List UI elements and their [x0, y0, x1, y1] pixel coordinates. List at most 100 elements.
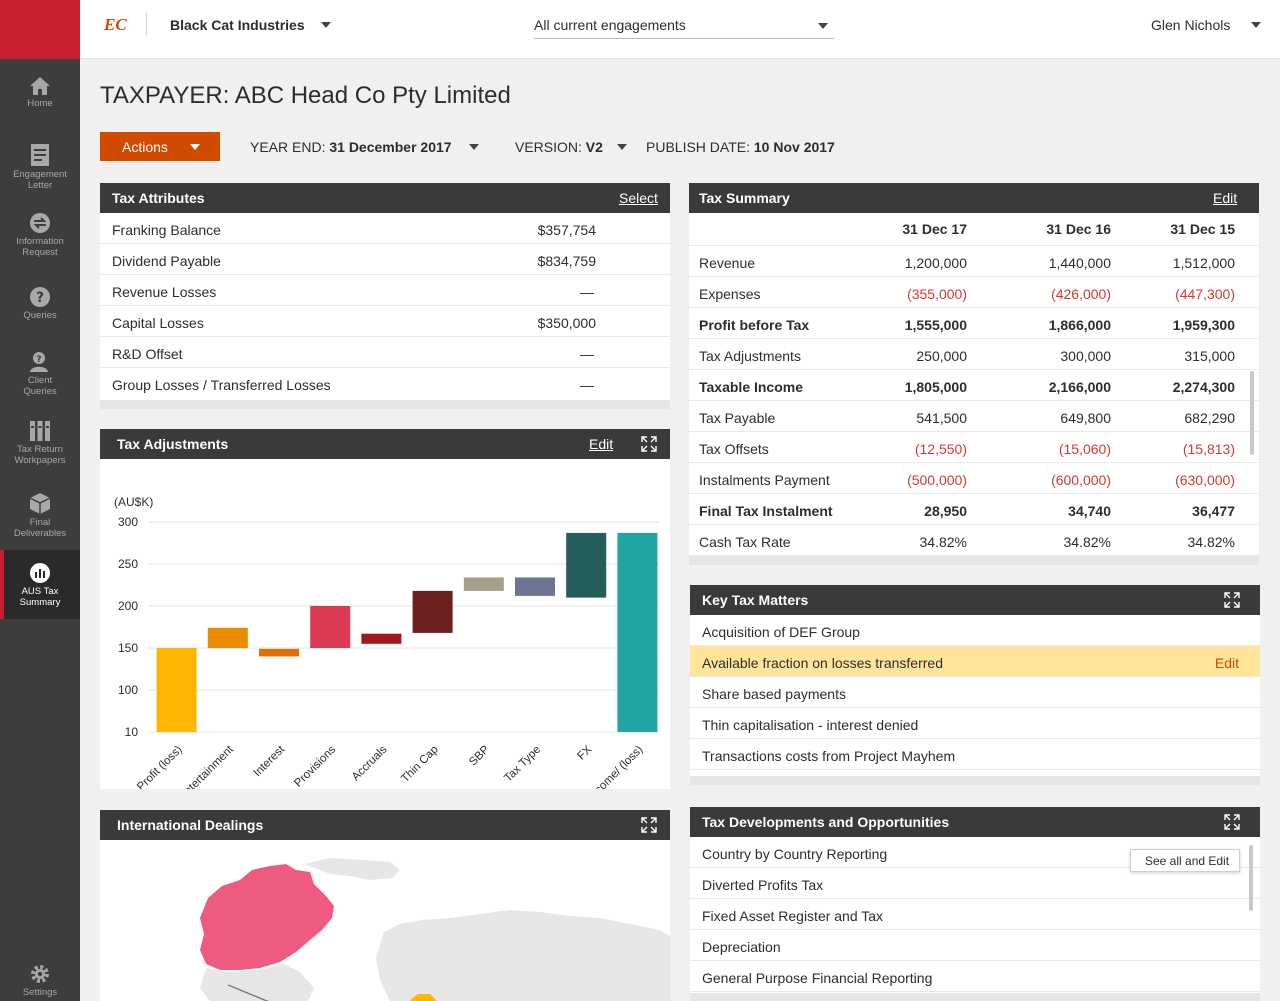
sidebar-item-label-2: Summary	[19, 596, 61, 608]
chart-bar[interactable]	[259, 648, 299, 657]
edit-link[interactable]: Edit	[1213, 190, 1238, 206]
cell-value: 1,866,000	[1048, 317, 1111, 333]
list-item[interactable]: Transactions costs from Project Mayhem	[690, 739, 1260, 770]
chart-bar[interactable]	[310, 606, 351, 648]
row-label: Taxable Income	[699, 379, 804, 395]
exchange-icon	[30, 213, 50, 233]
x-tick-label: SBP	[467, 743, 492, 768]
sidebar-item-queries[interactable]: ? Queries	[0, 286, 80, 322]
row-label: Group Losses / Transferred Losses	[112, 377, 331, 393]
horizontal-scrollbar[interactable]	[689, 556, 1259, 565]
table-row: Final Tax Instalment 28,950 34,740 36,477	[689, 494, 1259, 525]
list-item[interactable]: Depreciation	[690, 930, 1260, 961]
row-value: $350,000	[537, 315, 596, 331]
sidebar-item-label: Settings	[22, 987, 58, 998]
horizontal-scrollbar[interactable]	[100, 400, 670, 409]
sidebar-item-label-2: Request	[22, 246, 58, 258]
row-value: —	[580, 377, 594, 393]
map-landmass	[376, 910, 670, 1001]
sidebar-item-label: Information	[16, 236, 64, 247]
version-selector[interactable]: VERSION: V2	[515, 139, 627, 155]
sidebar-item-label: Home	[27, 98, 53, 109]
sidebar-item-final-deliverables[interactable]: Final Deliverables	[0, 491, 80, 539]
list-item[interactable]: Country by Country Reporting	[690, 837, 1260, 868]
chart-bar[interactable]	[156, 648, 197, 732]
column-header: 31 Dec 16	[1046, 221, 1111, 237]
sidebar-item-home[interactable]: Home	[0, 76, 80, 110]
cell-value: 649,800	[1060, 410, 1111, 426]
publish-date: PUBLISH DATE: 10 Nov 2017	[646, 139, 835, 155]
version-label: VERSION:	[515, 139, 582, 155]
sidebar-item-tax-return-workpapers[interactable]: Tax Return Workpapers	[0, 420, 80, 466]
list-item[interactable]: Acquisition of DEF Group	[690, 615, 1260, 646]
horizontal-scrollbar[interactable]	[690, 993, 1260, 1001]
actions-button[interactable]: Actions	[100, 132, 220, 161]
tax-developments-list: Country by Country Reporting Diverted Pro…	[690, 837, 1260, 992]
world-map[interactable]	[100, 840, 670, 1001]
edit-link[interactable]: Edit	[589, 436, 614, 452]
panel-title: International Dealings	[117, 817, 264, 833]
workpapers-icon	[30, 421, 50, 441]
horizontal-scrollbar[interactable]	[690, 776, 1260, 785]
list-item[interactable]: General Purpose Financial Reporting	[690, 961, 1260, 992]
header-divider	[146, 13, 147, 35]
vertical-scrollbar[interactable]	[1250, 371, 1254, 455]
list-item[interactable]: Thin capitalisation - interest denied	[690, 708, 1260, 739]
item-label: Acquisition of DEF Group	[702, 624, 860, 640]
sidebar-item-aus-tax-summary[interactable]: AUS Tax Summary	[0, 550, 80, 619]
sidebar-item-client-queries[interactable]: ? Client Queries	[0, 351, 80, 397]
tax-adjustments-chart: (AU$K) 300 250 200 150 100 10 Accounting Prof…	[100, 495, 660, 789]
vertical-scrollbar[interactable]	[1249, 845, 1253, 911]
sidebar-item-label: Queries	[23, 310, 57, 321]
item-label: Fixed Asset Register and Tax	[702, 908, 884, 924]
map-country-canada[interactable]	[200, 864, 334, 970]
see-all-tooltip[interactable]: See all and Edit	[1130, 849, 1240, 872]
row-label: R&D Offset	[112, 346, 183, 362]
select-link[interactable]: Select	[619, 190, 658, 206]
key-tax-matters-panel: Key Tax Matters Acquisition of DEF Group…	[690, 585, 1260, 785]
sidebar-item-label: Tax Return	[17, 444, 63, 455]
year-end-selector[interactable]: YEAR END: 31 December 2017	[250, 139, 480, 155]
chevron-down-icon	[190, 144, 200, 150]
expand-icon[interactable]	[641, 436, 657, 452]
chart-bar[interactable]	[566, 532, 607, 598]
x-tick-label: Accounting Profit (loss)	[100, 744, 185, 789]
chart-bar[interactable]	[515, 577, 555, 596]
map-country-ukraine[interactable]	[410, 994, 436, 1001]
list-item[interactable]: Diverted Profits Tax	[690, 868, 1260, 899]
engagement-dropdown[interactable]: All current engagements	[534, 12, 834, 39]
cell-value: 1,200,000	[904, 255, 967, 271]
panel-header: Tax Developments and Opportunities	[690, 807, 1260, 837]
chart-bar[interactable]	[412, 590, 453, 633]
sidebar-item-engagement-letter[interactable]: Engagement Letter	[0, 143, 80, 191]
map-connector	[227, 984, 269, 1001]
edit-link[interactable]: Edit	[1214, 655, 1239, 671]
year-end-label: YEAR END:	[250, 139, 326, 155]
chart-bar[interactable]	[617, 532, 658, 732]
cell-value: (447,300)	[1175, 286, 1235, 302]
sidebar-item-settings[interactable]: Settings	[0, 963, 80, 999]
list-item[interactable]: Available fraction on losses transferred…	[690, 646, 1260, 677]
expand-icon[interactable]	[1224, 814, 1240, 830]
cell-value: 541,500	[916, 410, 967, 426]
tax-attributes-panel: Tax Attributes Select Franking Balance $3…	[100, 183, 670, 409]
cell-value: 682,290	[1184, 410, 1235, 426]
expand-icon[interactable]	[641, 817, 657, 833]
expand-icon[interactable]	[1224, 592, 1240, 608]
user-menu[interactable]: Glen Nichols	[1151, 17, 1261, 33]
list-item[interactable]: Share based payments	[690, 677, 1260, 708]
client-selector[interactable]: Black Cat Industries	[170, 17, 331, 33]
list-item[interactable]: Fixed Asset Register and Tax	[690, 899, 1260, 930]
row-label: Cash Tax Rate	[699, 534, 791, 550]
sidebar-item-label: Engagement	[13, 169, 67, 180]
cell-value: (500,000)	[907, 472, 967, 488]
chart-bar[interactable]	[207, 627, 248, 648]
chart-bar[interactable]	[463, 577, 504, 591]
y-tick-label: 10	[125, 725, 139, 739]
box-icon	[29, 493, 51, 514]
chevron-down-icon	[616, 144, 627, 150]
chart-bar[interactable]	[361, 633, 402, 644]
cell-value: (15,813)	[1182, 441, 1235, 457]
panel-title: Tax Summary	[699, 190, 790, 206]
sidebar-item-information-request[interactable]: Information Request	[0, 212, 80, 258]
